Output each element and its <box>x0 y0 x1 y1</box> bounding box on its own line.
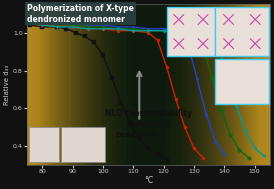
Y-axis label: Relative d₃₃: Relative d₃₃ <box>4 65 10 105</box>
FancyBboxPatch shape <box>61 127 105 162</box>
Text: Dendrimer: Dendrimer <box>115 132 157 138</box>
FancyBboxPatch shape <box>215 59 269 104</box>
Text: NLO thermostability
Enhanced: NLO thermostability Enhanced <box>105 109 192 129</box>
FancyBboxPatch shape <box>215 7 269 56</box>
X-axis label: °C: °C <box>144 176 153 185</box>
Text: Polymerization of X-type
dendronized monomer: Polymerization of X-type dendronized mon… <box>27 4 134 24</box>
FancyBboxPatch shape <box>29 127 59 162</box>
Text: Polymers: Polymers <box>203 51 240 57</box>
FancyBboxPatch shape <box>167 7 215 56</box>
